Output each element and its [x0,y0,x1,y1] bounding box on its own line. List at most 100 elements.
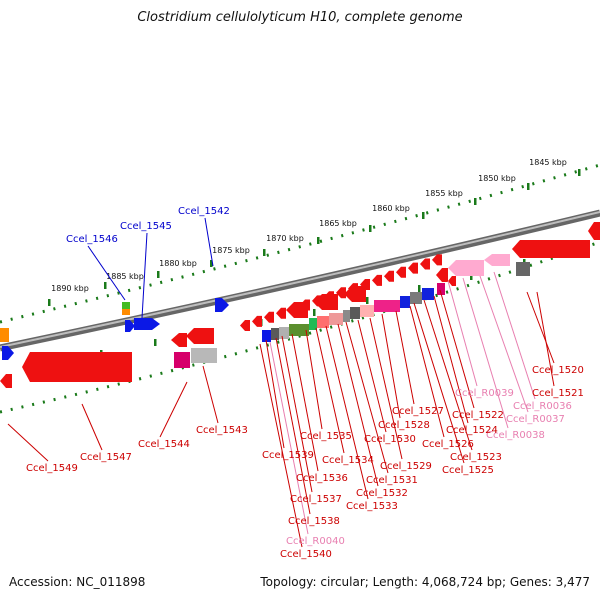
scale-label: 1870 kbp [266,234,304,243]
leader-line [409,305,445,438]
gene-feature [384,270,394,282]
gene-feature [134,318,160,330]
gene-feature [171,333,187,347]
gene-label: Ccel_1525 [442,465,494,476]
gene-feature [372,274,382,286]
leader-line [159,381,188,438]
gene-label: Ccel_1540 [280,549,332,560]
leader-line [87,245,126,301]
gene-feature [240,320,250,331]
scale-tick [470,273,473,280]
gene-feature [215,298,229,312]
scale-label: 1855 kbp [425,189,463,198]
scale-tick [263,249,266,256]
gene-feature [174,352,190,368]
gene-label: Ccel_1549 [26,463,78,474]
leader-line [204,217,214,267]
gene-label: Ccel_1532 [356,488,408,499]
gene-label: Ccel_1530 [364,434,416,445]
scale-label: 1890 kbp [51,284,89,293]
gene-feature [408,262,418,274]
leader-line [369,317,403,460]
leader-line [141,232,148,319]
scale-line-outer [0,163,600,324]
gene-label: Ccel_1533 [346,501,398,512]
gene-feature [271,328,279,340]
leader-line [315,327,345,454]
gene-feature [350,307,360,319]
leader-line [202,365,219,424]
leader-line [423,299,473,451]
leader-line [265,339,285,449]
scale-label: 1860 kbp [372,204,410,213]
scale-tick [418,285,421,292]
rna-feature [448,260,484,276]
gene-label: Ccel_R0037 [506,414,565,425]
gene-feature [588,222,600,240]
gene-feature [252,315,262,327]
leader-line [275,337,311,515]
scale-tick [578,169,581,176]
feature-group [0,222,600,388]
gene-feature [122,309,130,315]
gene-label: Ccel_1537 [290,494,342,505]
leader-line [357,319,387,433]
scale-label: 1880 kbp [159,259,197,268]
genome-backbone-highlight [0,211,600,348]
gene-feature [512,240,590,258]
gene-feature [2,346,14,360]
leader-line [462,277,509,429]
gene-label: Ccel_1520 [532,365,584,376]
leader-line [439,289,475,409]
gene-label: Ccel_1539 [262,450,314,461]
gene-feature [122,302,130,309]
gene-feature [374,300,400,312]
gene-feature [276,307,286,319]
gene-label: Ccel_R0040 [286,536,345,547]
scale-tick [157,271,160,278]
gene-label: Ccel_1546 [66,234,118,245]
scale-tick [154,339,157,346]
gene-feature [422,288,434,300]
leader-line [291,333,319,472]
leader-line [381,313,401,419]
gene-label: Ccel_1538 [288,516,340,527]
gene-feature [0,374,12,388]
gene-feature [448,276,456,286]
gene-label: Ccel_1531 [366,475,418,486]
leader-line [413,302,465,464]
scale-tick [48,299,51,306]
gene-feature [191,348,217,363]
scale-tick [366,297,369,304]
gene-label: Ccel_1526 [422,439,474,450]
gene-feature [279,327,289,339]
gene-label: Ccel_1523 [450,452,502,463]
gene-feature [420,258,430,270]
genome-summary-text: Topology: circular; Length: 4,068,724 bp… [260,575,590,589]
leader-line [337,323,379,487]
leader-line [526,291,555,364]
gene-label: Ccel_1543 [196,425,248,436]
gene-feature [264,311,274,323]
gene-label: Ccel_1547 [80,452,132,463]
leader-line [447,280,478,387]
gene-feature [410,292,422,304]
scale-tick [527,183,530,190]
scale-ticks [46,169,581,370]
leader-line [81,403,103,451]
leader-line [325,325,369,500]
scale-tick [104,282,107,289]
gene-feature [262,330,271,342]
gene-feature [516,262,530,276]
gene-feature [437,283,445,295]
gene-feature [396,266,406,278]
gene-feature [286,302,308,318]
scale-tick [317,237,320,244]
gene-feature [317,316,329,328]
leader-line [305,329,323,430]
gene-label: Ccel_R0039 [455,388,514,399]
leader-line [536,291,555,387]
scale-label-group: 1845 kbp 1850 kbp 1855 kbp 1860 kbp 1865 kbp… [51,158,567,293]
